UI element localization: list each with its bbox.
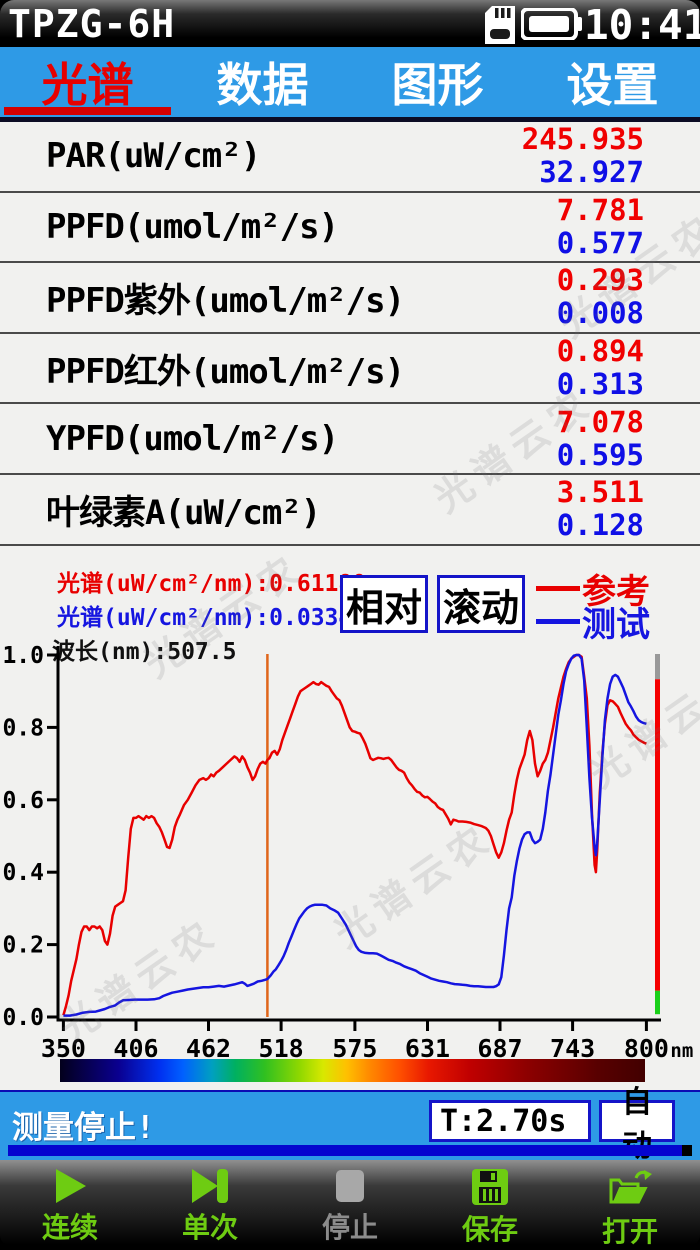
save-button[interactable]: 保存 [420, 1160, 560, 1246]
table-row-ppfd-ir: PPFD红外(umol/m²/s) 0.894 0.313 [0, 334, 700, 405]
spectrum-plot[interactable]: 0.0 0.2 0.4 0.6 0.8 1.0 350 406 462 518 575 631 687 7… [0, 640, 700, 1090]
test-value: 0.577 [556, 225, 644, 260]
toolbar-label: 打开 [601, 1215, 658, 1248]
test-line-swatch [536, 619, 580, 624]
legend: 参考 测试 [536, 572, 700, 645]
toolbar-label: 保存 [461, 1213, 518, 1246]
svg-text:631: 631 [405, 1034, 450, 1063]
reference-value: 7.078 [556, 404, 644, 439]
svg-text:1.0: 1.0 [2, 643, 44, 669]
stop-icon [334, 1168, 366, 1204]
main-tab-bar: 光谱 数据 图形 设置 [0, 47, 700, 117]
legend-label: 参考 [582, 572, 650, 612]
single-measure-button[interactable]: 单次 [140, 1160, 280, 1245]
title-bar: TPZG-6H 10:41 [0, 0, 700, 49]
stop-button[interactable]: 停止 [280, 1160, 420, 1245]
svg-text:nm: nm [670, 1040, 693, 1062]
svg-text:743: 743 [550, 1034, 595, 1063]
row-label: PAR(uW/cm²) [46, 136, 261, 177]
test-value: 32.927 [539, 155, 644, 190]
svg-text:0.2: 0.2 [2, 933, 44, 959]
svg-text:518: 518 [259, 1034, 304, 1063]
device-model-title: TPZG-6H [8, 2, 176, 46]
table-row-ppfd-uv: PPFD紫外(umol/m²/s) 0.293 0.008 [0, 263, 700, 334]
tab-graph[interactable]: 图形 [391, 58, 484, 112]
test-value: 0.008 [556, 296, 644, 331]
tab-settings[interactable]: 设置 [566, 58, 659, 112]
bottom-toolbar: 连续 单次 停止 保存 [0, 1160, 700, 1248]
svg-text:350: 350 [41, 1034, 86, 1063]
skip-icon [190, 1168, 230, 1204]
relative-button[interactable]: 相对 [340, 575, 428, 633]
progress-bar [8, 1145, 692, 1156]
spectrum-chart-section [0, 558, 700, 1090]
svg-text:0.0: 0.0 [2, 1005, 44, 1031]
test-value: 0.595 [556, 437, 644, 472]
reference-value: 0.293 [556, 263, 644, 298]
legend-label: 测试 [582, 605, 650, 645]
svg-text:800: 800 [624, 1034, 669, 1063]
measure-period-field[interactable]: T:2.70s [429, 1100, 591, 1142]
open-file-button[interactable]: 打开 [560, 1160, 700, 1248]
open-folder-icon [608, 1168, 652, 1208]
clock-time: 10:41 [584, 1, 700, 49]
test-value: 0.128 [556, 508, 644, 543]
svg-text:0.8: 0.8 [2, 715, 44, 741]
tab-separator [0, 117, 700, 122]
row-label: PPFD红外(umol/m²/s) [46, 351, 405, 392]
tab-spectrum[interactable]: 光谱 [0, 47, 175, 117]
reference-value: 245.935 [521, 122, 644, 157]
reference-spectrum-readout: 光谱(uW/cm²/nm):0.61180 [57, 571, 367, 597]
table-row-par: PAR(uW/cm²) 245.935 32.927 [0, 122, 700, 193]
svg-text:462: 462 [186, 1034, 231, 1063]
wavelength-readout: 波长(nm):507.5 [52, 639, 237, 665]
auto-button[interactable]: 自动 [599, 1085, 675, 1164]
row-label: 叶绿素A(uW/cm²) [46, 492, 321, 533]
row-label: PPFD(umol/m²/s) [46, 206, 339, 247]
table-row-ypfd: YPFD(umol/m²/s) 7.078 0.595 [0, 404, 700, 475]
toolbar-label: 连续 [41, 1211, 98, 1244]
legend-item-test: 测试 [536, 605, 700, 645]
reference-value: 3.511 [556, 475, 644, 510]
status-bar: 测量停止! T:2.70s 自动 [0, 1085, 700, 1164]
measurement-panel: PAR(uW/cm²) 245.935 32.927 PPFD(umol/m²/… [0, 122, 700, 558]
row-label: YPFD(umol/m²/s) [46, 418, 339, 459]
play-icon [53, 1168, 87, 1204]
battery-icon [520, 7, 583, 44]
svg-text:0.6: 0.6 [2, 788, 44, 814]
reference-line-swatch [536, 586, 580, 591]
save-icon [471, 1168, 509, 1206]
test-value: 0.313 [556, 367, 644, 402]
row-label: PPFD紫外(umol/m²/s) [46, 280, 405, 321]
svg-text:0.4: 0.4 [2, 860, 44, 886]
reference-value: 7.781 [556, 192, 644, 227]
table-row-ppfd: PPFD(umol/m²/s) 7.781 0.577 [0, 193, 700, 264]
toolbar-label: 单次 [181, 1211, 238, 1244]
status-message: 测量停止! [12, 1110, 155, 1146]
progress-fill [8, 1145, 682, 1156]
scroll-button[interactable]: 滚动 [437, 575, 525, 633]
toolbar-label: 停止 [321, 1211, 378, 1244]
sd-card-icon [483, 5, 517, 49]
reference-value: 0.894 [556, 334, 644, 369]
table-row-chlorophyll-a: 叶绿素A(uW/cm²) 3.511 0.128 [0, 475, 700, 546]
svg-text:406: 406 [113, 1034, 158, 1063]
tab-data[interactable]: 数据 [216, 58, 309, 112]
svg-text:687: 687 [477, 1034, 522, 1063]
continuous-measure-button[interactable]: 连续 [0, 1160, 140, 1245]
test-spectrum-readout: 光谱(uW/cm²/nm):0.03347 [57, 605, 367, 631]
legend-item-reference: 参考 [536, 572, 700, 612]
svg-text:575: 575 [332, 1034, 377, 1063]
